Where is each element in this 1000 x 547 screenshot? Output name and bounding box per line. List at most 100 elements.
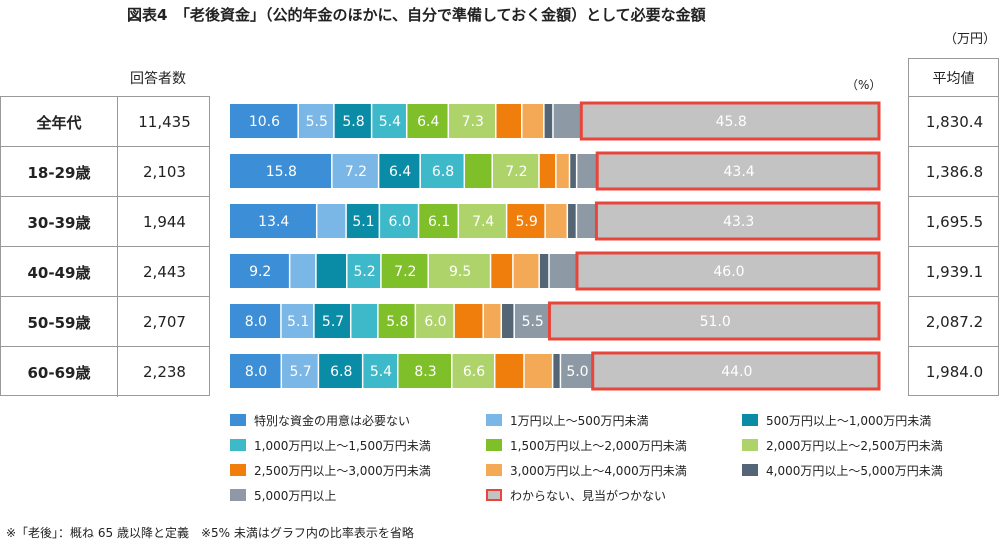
bar-segment-18-29-8 [570, 154, 576, 188]
data-label: 5.8 [386, 314, 408, 330]
highlight-outline [547, 301, 881, 341]
legend-swatch [230, 414, 246, 426]
percent-unit-label: （%） [846, 78, 882, 92]
bar-segment-18-29-3 [420, 154, 464, 188]
bar-segment-30-39-8 [568, 204, 576, 238]
data-label: 5.5 [306, 114, 328, 130]
bar-segment-40-49-1 [290, 254, 316, 288]
highlight-outline [591, 351, 881, 391]
average-header: 平均値 [908, 58, 999, 96]
data-label: 9.5 [449, 264, 471, 280]
data-label: 5.1 [352, 214, 374, 230]
legend-item: 特別な資金の用意は必要ない [230, 412, 410, 428]
age-group-label: 50-59歳 [27, 313, 91, 332]
row-divider [909, 146, 998, 147]
legend-label: 特別な資金の用意は必要ない [254, 413, 411, 428]
legend-item: 2,500万円以上～3,000万円未満 [230, 462, 431, 478]
data-label: 8.3 [414, 364, 436, 380]
legend-label: 1万円以上～500万円未満 [510, 413, 649, 428]
data-label: 44.0 [721, 364, 752, 380]
bar-segment-x-8 [544, 104, 553, 138]
bar-segment-50-59-4 [378, 304, 415, 338]
legend: 特別な資金の用意は必要ない 1万円以上～500万円未満 500万円以上～1,000万… [230, 412, 990, 507]
age-group-label: 60-69歳 [27, 363, 91, 382]
row-divider [909, 246, 998, 247]
legend-label: 4,000万円以上～5,000万円未満 [766, 463, 943, 478]
bar-segment-60-69-5 [452, 354, 494, 388]
data-label: 7.2 [394, 264, 416, 280]
data-label: 7.2 [505, 164, 527, 180]
data-label: 6.1 [428, 214, 450, 230]
legend-item: 1,000万円以上～1,500万円未満 [230, 437, 431, 453]
bar-segment-18-29-0 [230, 154, 332, 188]
bar-segment-40-49-9 [549, 254, 577, 288]
bar-segment-50-59-3 [351, 304, 378, 338]
bar-segment-60-69-0 [230, 354, 281, 388]
bar-segment-50-59-1 [281, 304, 314, 338]
data-label: 46.0 [713, 264, 744, 280]
bar-segment-x-9 [553, 104, 581, 138]
bar-group: 10.6 5.5 5.8 5.4 6.4 7.3 45.8 [230, 101, 881, 141]
legend-swatch [230, 489, 246, 501]
bar-segment-40-49-7 [513, 254, 539, 288]
respondent-count: 2,103 [117, 147, 211, 197]
legend-swatch [742, 464, 758, 476]
data-label: 5.2 [353, 264, 375, 280]
bar-segment-30-39-2 [346, 204, 379, 238]
legend-swatch [486, 464, 502, 476]
legend-label: 2,500万円以上～3,000万円未満 [254, 463, 431, 478]
bar-segment-18-29-1 [332, 154, 378, 188]
legend-item: 500万円以上～1,000万円未満 [742, 412, 931, 428]
respondent-count: 2,443 [117, 247, 211, 297]
legend-item: 1万円以上～500万円未満 [486, 412, 649, 428]
bar-segment-18-29-6 [539, 154, 556, 188]
respondent-count: 2,238 [117, 347, 211, 397]
bar-segment-60-69-4 [398, 354, 452, 388]
legend-swatch [486, 489, 502, 501]
bar-group: 8.0 5.1 5.7 5.8 6.0 5.5 51.0 [230, 301, 881, 341]
bar-segment-60-69-6 [495, 354, 524, 388]
data-label: 43.4 [724, 164, 755, 180]
data-label: 7.4 [472, 214, 494, 230]
bar-segment-40-49-6 [491, 254, 513, 288]
bar-segment-30-39-7 [545, 204, 567, 238]
legend-label: 5,000万円以上 [254, 488, 337, 503]
data-label: 7.3 [462, 114, 484, 130]
average-table: 1,830.4 1,386.8 1,695.5 1,939.1 2,087.2 1,984… [908, 96, 999, 396]
average-value: 1,939.1 [925, 263, 984, 281]
legend-item: 2,000万円以上～2,500万円未満 [742, 437, 943, 453]
bar-segment-18-29-10 [598, 154, 879, 188]
data-label: 5.9 [515, 214, 537, 230]
data-label: 43.3 [723, 214, 754, 230]
bar-segment-18-29-4 [465, 154, 492, 188]
data-label: 13.4 [258, 214, 289, 230]
data-label: 6.0 [389, 214, 411, 230]
bar-segment-50-59-0 [230, 304, 281, 338]
bar-segment-40-49-8 [539, 254, 549, 288]
unit-label: （万円） [944, 32, 997, 47]
bar-segment-40-49-3 [347, 254, 381, 288]
legend-item: 4,000万円以上～5,000万円未満 [742, 462, 943, 478]
bar-segment-30-39-10 [597, 204, 879, 238]
age-group-label: 40-49歳 [27, 263, 91, 282]
bar-segment-50-59-9 [514, 304, 549, 338]
legend-label: 1,000万円以上～1,500万円未満 [254, 438, 431, 453]
data-label: 6.4 [417, 114, 439, 130]
respondent-count: 11,435 [117, 97, 211, 147]
bar-segment-50-59-7 [483, 304, 501, 338]
legend-label: わからない、見当がつかない [510, 488, 667, 503]
bar-group: 9.2 5.2 7.2 9.5 46.0 [230, 251, 881, 291]
average-value: 2,087.2 [925, 313, 984, 331]
bar-segment-x-10 [582, 104, 879, 138]
bar-segment-x-6 [496, 104, 521, 138]
bar-segment-40-49-10 [577, 254, 879, 288]
footnote: ※「老後」：概ね 65 歳以降と定義 ※5% 未満はグラフ内の比率表示を省略 [6, 526, 414, 540]
bar-segment-40-49-0 [230, 254, 289, 288]
bar-segment-18-29-5 [492, 154, 539, 188]
bar-group: 13.4 5.1 6.0 6.1 7.4 5.9 43.3 [230, 201, 881, 241]
highlight-outline [594, 201, 881, 241]
legend-item: 5,000万円以上 [230, 487, 336, 503]
data-label: 6.8 [432, 164, 454, 180]
bar-segment-x-5 [449, 104, 495, 138]
table-row: 30-39歳 1,944 [1, 197, 211, 247]
